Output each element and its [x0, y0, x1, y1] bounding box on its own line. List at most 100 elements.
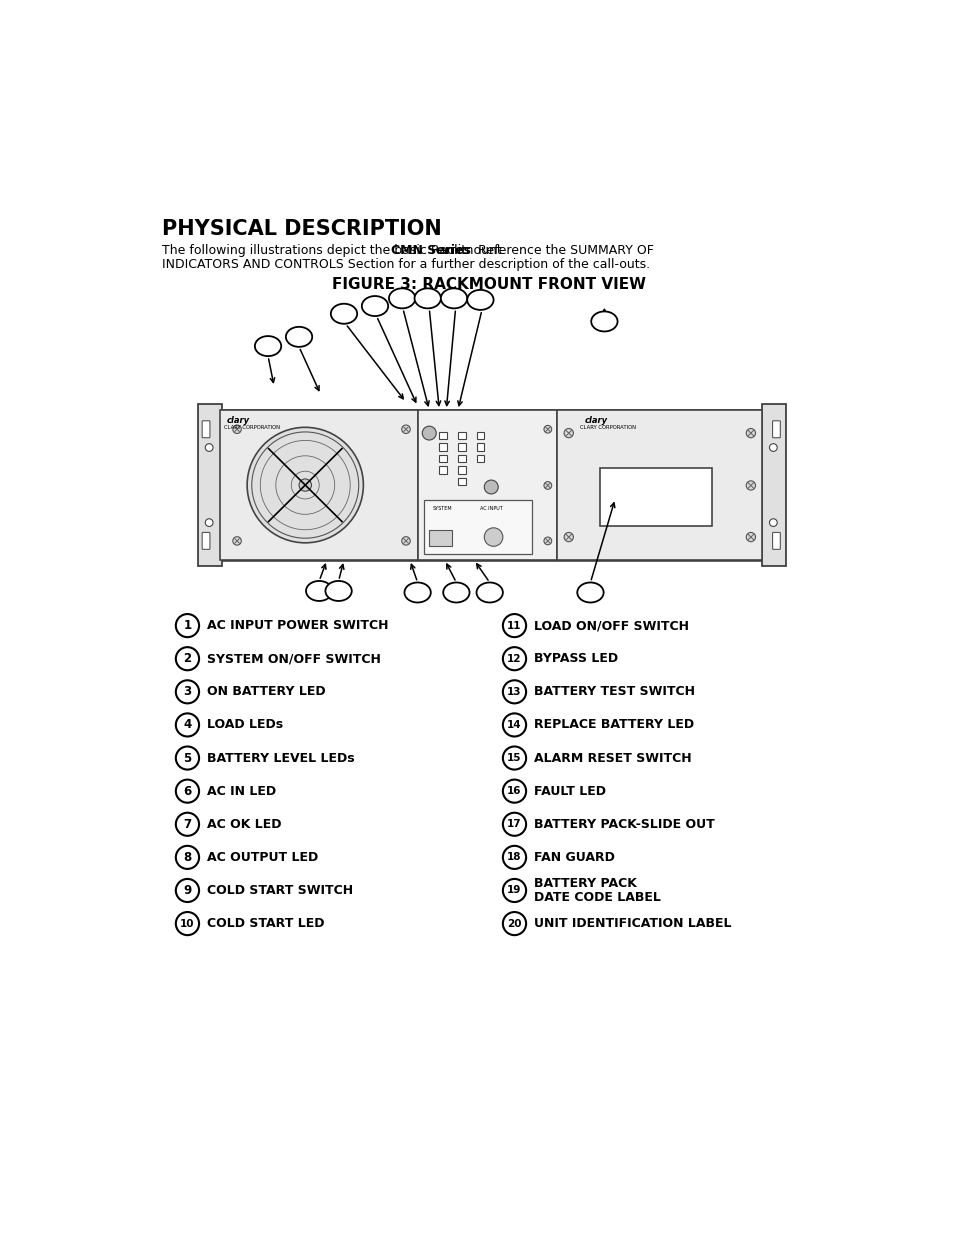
- Ellipse shape: [476, 583, 502, 603]
- Bar: [457, 478, 465, 485]
- Text: 5: 5: [183, 752, 192, 764]
- Ellipse shape: [415, 288, 440, 309]
- Ellipse shape: [440, 288, 467, 309]
- Circle shape: [401, 537, 410, 545]
- Bar: [476, 431, 484, 440]
- Text: CLARY CORPORATION: CLARY CORPORATION: [579, 425, 636, 430]
- Circle shape: [422, 426, 436, 440]
- Text: FAN GUARD: FAN GUARD: [534, 851, 614, 863]
- Ellipse shape: [591, 311, 617, 331]
- Text: LOAD LEDs: LOAD LEDs: [207, 719, 283, 731]
- Bar: [439, 431, 447, 440]
- Text: CMN Series: CMN Series: [391, 245, 471, 257]
- Text: BATTERY PACK-SLIDE OUT: BATTERY PACK-SLIDE OUT: [534, 818, 714, 831]
- Text: 12: 12: [507, 653, 521, 663]
- Text: AC OK LED: AC OK LED: [207, 818, 281, 831]
- Circle shape: [563, 532, 573, 542]
- Circle shape: [543, 537, 551, 545]
- Circle shape: [502, 680, 525, 704]
- Circle shape: [745, 532, 755, 542]
- Circle shape: [205, 443, 213, 451]
- Text: ALARM RESET SWITCH: ALARM RESET SWITCH: [534, 752, 691, 764]
- Circle shape: [233, 425, 241, 433]
- Text: BATTERY PACK: BATTERY PACK: [534, 877, 636, 890]
- FancyBboxPatch shape: [429, 530, 452, 546]
- Bar: [457, 443, 465, 451]
- Ellipse shape: [577, 583, 603, 603]
- Circle shape: [247, 427, 363, 543]
- Text: unit.  Reference the SUMMARY OF: unit. Reference the SUMMARY OF: [437, 245, 653, 257]
- Circle shape: [484, 480, 497, 494]
- Text: DATE CODE LABEL: DATE CODE LABEL: [534, 890, 660, 904]
- Text: 4: 4: [183, 719, 192, 731]
- Text: INDICATORS AND CONTROLS Section for a further description of the call-outs.: INDICATORS AND CONTROLS Section for a fu…: [162, 258, 649, 270]
- FancyBboxPatch shape: [198, 404, 221, 567]
- Text: SYSTEM: SYSTEM: [433, 506, 453, 511]
- Circle shape: [502, 746, 525, 769]
- FancyBboxPatch shape: [202, 421, 210, 437]
- Circle shape: [543, 482, 551, 489]
- Text: COLD START SWITCH: COLD START SWITCH: [207, 884, 353, 897]
- Ellipse shape: [286, 327, 312, 347]
- Text: AC OUTPUT LED: AC OUTPUT LED: [207, 851, 317, 863]
- Text: 17: 17: [507, 819, 521, 829]
- Text: REPLACE BATTERY LED: REPLACE BATTERY LED: [534, 719, 693, 731]
- Circle shape: [502, 647, 525, 671]
- FancyBboxPatch shape: [599, 468, 711, 526]
- Circle shape: [175, 846, 199, 869]
- Text: 16: 16: [507, 787, 521, 797]
- Ellipse shape: [361, 296, 388, 316]
- Ellipse shape: [254, 336, 281, 356]
- Circle shape: [769, 519, 777, 526]
- Text: AC INPUT: AC INPUT: [479, 506, 502, 511]
- Text: AC IN LED: AC IN LED: [207, 784, 275, 798]
- Text: clary: clary: [583, 416, 607, 425]
- Text: FAULT LED: FAULT LED: [534, 784, 605, 798]
- Bar: [439, 454, 447, 462]
- Circle shape: [175, 614, 199, 637]
- Text: BYPASS LED: BYPASS LED: [534, 652, 618, 666]
- Circle shape: [502, 911, 525, 935]
- Circle shape: [175, 680, 199, 704]
- Circle shape: [543, 425, 551, 433]
- Circle shape: [745, 480, 755, 490]
- Circle shape: [502, 813, 525, 836]
- Bar: [476, 443, 484, 451]
- Text: 15: 15: [507, 753, 521, 763]
- Text: PHYSICAL DESCRIPTION: PHYSICAL DESCRIPTION: [162, 219, 441, 240]
- Text: FIGURE 3: RACKMOUNT FRONT VIEW: FIGURE 3: RACKMOUNT FRONT VIEW: [332, 277, 645, 291]
- Text: UNIT IDENTIFICATION LABEL: UNIT IDENTIFICATION LABEL: [534, 918, 731, 930]
- Circle shape: [233, 537, 241, 545]
- Text: clary: clary: [226, 416, 249, 425]
- Circle shape: [502, 846, 525, 869]
- Text: 14: 14: [507, 720, 521, 730]
- Text: 3: 3: [183, 685, 192, 698]
- Bar: [457, 454, 465, 462]
- Circle shape: [502, 614, 525, 637]
- Text: 18: 18: [507, 852, 521, 862]
- Circle shape: [175, 879, 199, 902]
- Text: 7: 7: [183, 818, 192, 831]
- Circle shape: [502, 879, 525, 902]
- Text: 2: 2: [183, 652, 192, 666]
- FancyBboxPatch shape: [220, 410, 417, 561]
- FancyBboxPatch shape: [772, 421, 780, 437]
- Circle shape: [175, 813, 199, 836]
- Bar: [439, 466, 447, 474]
- Circle shape: [563, 429, 573, 437]
- Ellipse shape: [443, 583, 469, 603]
- Text: COLD START LED: COLD START LED: [207, 918, 324, 930]
- Text: AC INPUT POWER SWITCH: AC INPUT POWER SWITCH: [207, 619, 388, 632]
- Text: 9: 9: [183, 884, 192, 897]
- Circle shape: [745, 429, 755, 437]
- Text: 1: 1: [183, 619, 192, 632]
- Circle shape: [205, 519, 213, 526]
- FancyBboxPatch shape: [423, 500, 532, 555]
- Circle shape: [484, 527, 502, 546]
- Text: 20: 20: [507, 919, 521, 929]
- Ellipse shape: [389, 288, 415, 309]
- Text: 13: 13: [507, 687, 521, 697]
- Circle shape: [401, 425, 410, 433]
- Text: 19: 19: [507, 885, 521, 895]
- Text: BATTERY TEST SWITCH: BATTERY TEST SWITCH: [534, 685, 694, 698]
